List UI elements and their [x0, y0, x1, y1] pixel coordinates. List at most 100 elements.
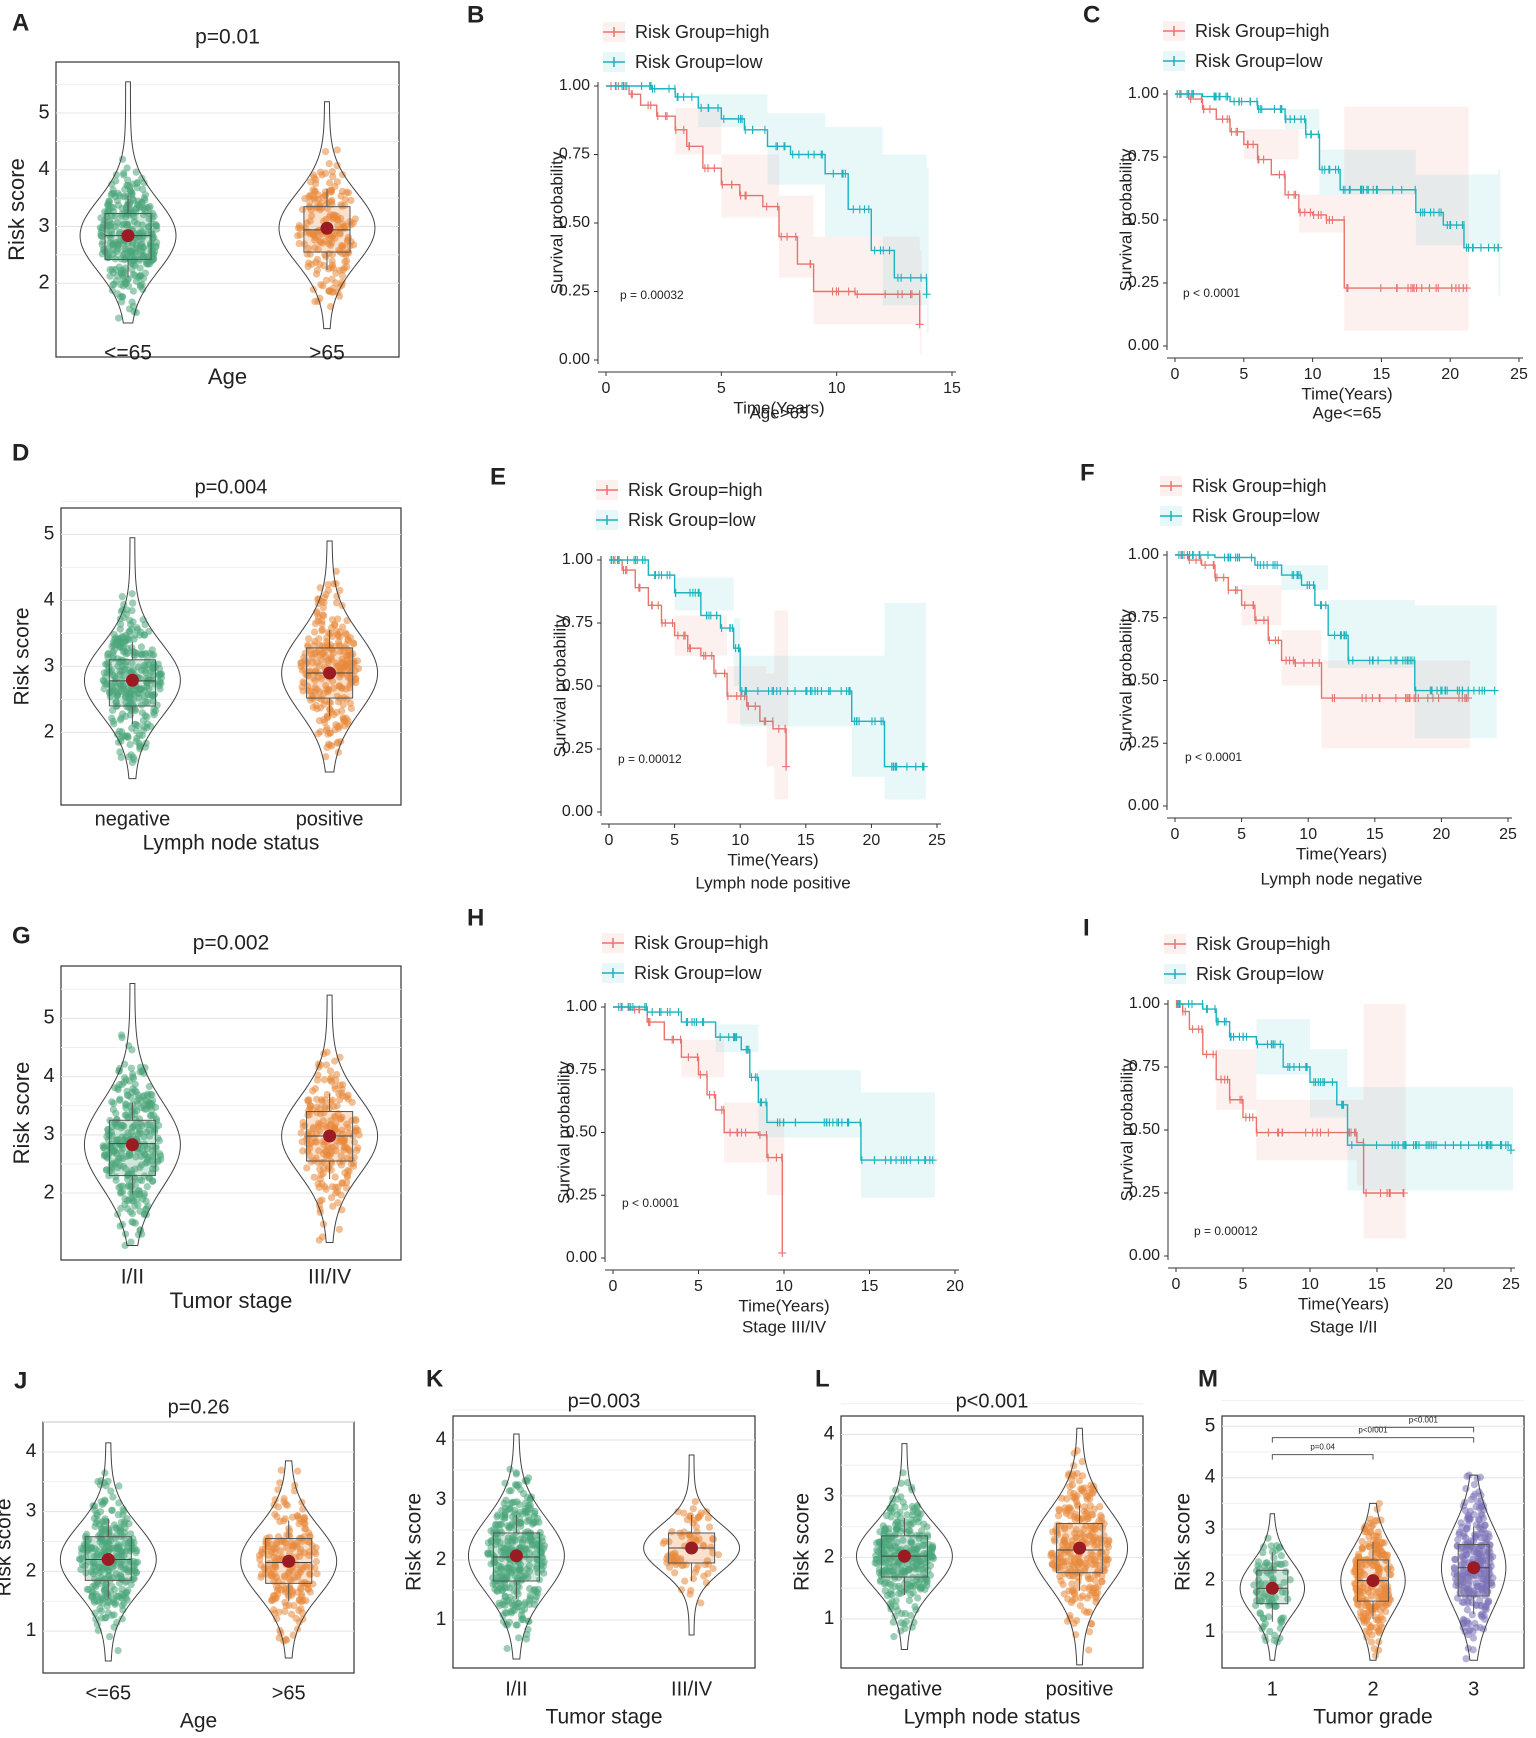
data-point — [131, 720, 139, 728]
data-point — [315, 1236, 323, 1244]
data-point — [143, 698, 152, 706]
data-point — [144, 676, 152, 684]
data-point — [1270, 1561, 1278, 1569]
x-tick-label: 15 — [861, 1278, 879, 1295]
legend-label-high: Risk Group=high — [1192, 476, 1327, 496]
data-point — [297, 1129, 305, 1137]
data-point — [533, 1514, 542, 1522]
data-point — [119, 639, 127, 647]
data-point — [132, 737, 140, 745]
data-point — [333, 178, 342, 186]
legend-label-low: Risk Group=low — [1196, 964, 1325, 984]
data-point — [117, 620, 125, 628]
data-point — [917, 1583, 925, 1591]
violin-<=65 — [79, 81, 177, 324]
data-point — [309, 703, 317, 711]
y-tick-label: 1 — [436, 1609, 447, 1630]
data-point — [150, 711, 158, 719]
data-point — [155, 665, 164, 673]
ci-band-low — [1175, 94, 1501, 296]
data-point — [1477, 1510, 1485, 1518]
panel-L: L 1 2 3 4 p<0.001 Risk score Lymph node status n… — [791, 1365, 1144, 1729]
data-point — [1481, 1521, 1489, 1530]
data-point — [1086, 1591, 1094, 1599]
data-point — [274, 1503, 282, 1511]
data-point — [1358, 1545, 1366, 1553]
y-tick-label: 0.00 — [1129, 1247, 1160, 1264]
data-point — [299, 1597, 307, 1605]
data-point — [893, 1511, 901, 1519]
data-point — [104, 1590, 112, 1598]
data-point — [333, 1070, 341, 1079]
data-point — [146, 202, 154, 211]
data-point — [1084, 1572, 1092, 1580]
panel-D: D 2 3 4 5 p=0.004 Risk score Lymph node statusn… — [11, 439, 402, 855]
legend-band-high — [1163, 21, 1185, 41]
data-point — [325, 159, 333, 168]
panel-subtitle: Age<=65 — [1312, 403, 1381, 422]
data-point — [151, 248, 159, 256]
data-point — [128, 1046, 136, 1054]
data-point — [920, 1520, 928, 1528]
data-point — [118, 293, 126, 301]
x-tick-label: negative — [867, 1678, 943, 1700]
x-tick-label: 20 — [946, 1278, 964, 1295]
data-point — [280, 1517, 288, 1525]
legend-band-low — [1160, 506, 1182, 526]
data-point — [256, 1555, 264, 1563]
x-axis-label: Age — [208, 364, 247, 389]
data-point — [119, 169, 128, 177]
x-tick-label: 5 — [694, 1278, 703, 1295]
y-tick-label: 2 — [824, 1546, 835, 1567]
mean-dot — [125, 673, 139, 687]
data-point — [104, 1609, 112, 1617]
legend-band-high — [603, 22, 625, 42]
legend-band-high — [596, 480, 618, 500]
data-point — [127, 707, 135, 715]
data-point — [671, 1569, 679, 1577]
data-point — [106, 1632, 114, 1641]
data-point — [317, 204, 326, 212]
data-point — [332, 279, 340, 287]
x-tick-label: >65 — [309, 342, 345, 365]
data-point — [258, 1570, 266, 1578]
data-point — [304, 635, 313, 643]
data-point — [127, 1093, 135, 1102]
data-point — [100, 685, 108, 693]
data-point — [343, 617, 351, 625]
data-point — [116, 236, 124, 244]
data-point — [120, 613, 128, 621]
data-point — [111, 212, 119, 220]
legend-band-low — [1163, 51, 1185, 71]
data-point — [118, 1601, 126, 1610]
x-tick-label: 0 — [609, 1278, 618, 1295]
legend-band-high — [1160, 476, 1182, 496]
data-point — [1364, 1540, 1372, 1548]
panel-title: p=0.01 — [195, 26, 260, 49]
x-tick-label: I/II — [121, 1266, 144, 1289]
data-point — [1071, 1493, 1079, 1501]
data-point — [905, 1526, 913, 1534]
y-tick-label: 3 — [38, 215, 49, 237]
data-point — [138, 709, 146, 717]
p-value: p = 0.00012 — [1194, 1224, 1258, 1238]
legend-band-high — [1164, 934, 1186, 954]
x-tick-label: 10 — [731, 832, 749, 849]
y-tick-label: 3 — [43, 1123, 54, 1145]
data-point — [90, 1598, 99, 1606]
data-point — [1379, 1615, 1387, 1624]
data-point — [700, 1572, 708, 1580]
data-point — [896, 1584, 904, 1593]
x-axis-label: Tumor grade — [1313, 1706, 1432, 1729]
x-tick-label: 0 — [602, 380, 611, 397]
data-point — [342, 630, 350, 639]
mean-dot — [323, 666, 337, 680]
panel-letter: L — [815, 1365, 830, 1392]
x-tick-label: 5 — [1237, 826, 1246, 843]
data-point — [145, 684, 153, 692]
data-point — [697, 1509, 705, 1517]
data-point — [137, 1104, 145, 1112]
data-point — [313, 266, 322, 274]
